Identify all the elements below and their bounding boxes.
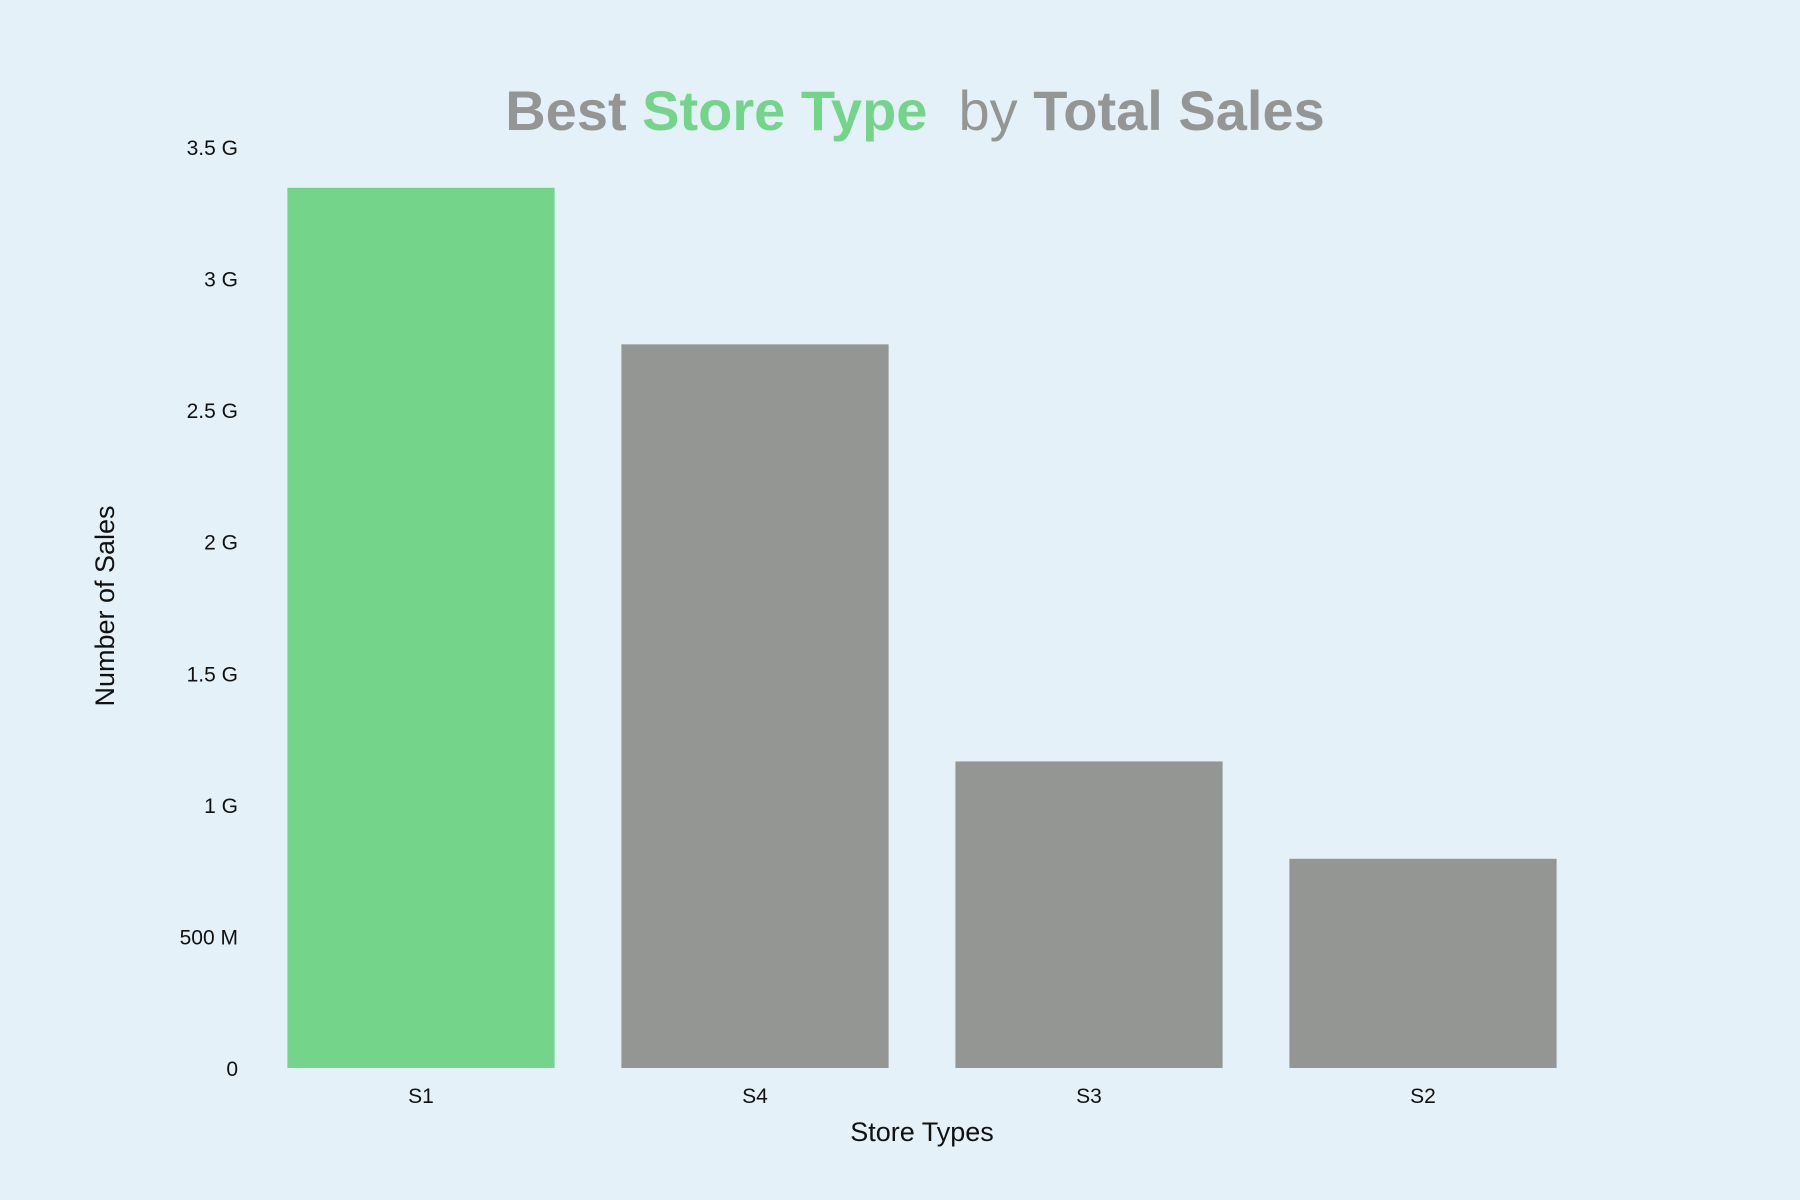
y-axis-label: Number of Sales (90, 505, 120, 706)
y-tick-label: 2 G (204, 532, 238, 555)
x-axis-label: Store Types (850, 1117, 994, 1147)
chart-title-part: Total Sales (1033, 79, 1325, 142)
y-tick-label: 2.5 G (187, 400, 238, 423)
chart-title-part: Store Type (642, 79, 927, 142)
bar-s4[interactable] (621, 344, 889, 1068)
chart-title-part: Best (505, 79, 642, 142)
bar-s1[interactable] (287, 187, 555, 1069)
x-tick-label: S2 (1410, 1085, 1436, 1108)
chart-title-part: by (927, 79, 1033, 142)
chart-title: Best Store Type by Total Sales (505, 79, 1325, 142)
x-tick-label: S1 (408, 1085, 434, 1108)
bars (287, 187, 1557, 1069)
y-tick-label: 1 G (204, 795, 238, 818)
x-axis-ticks: S1 S4 S3 S2 (408, 1085, 1436, 1108)
y-tick-label: 3 G (204, 269, 238, 292)
y-tick-label: 3.5 G (187, 137, 238, 160)
y-axis-ticks: 0 500 M 1 G 1.5 G 2 G 2.5 G 3 G 3.5 G (180, 137, 238, 1081)
y-tick-label: 500 M (180, 926, 238, 949)
y-tick-label: 0 (226, 1058, 238, 1081)
bar-s3[interactable] (955, 761, 1223, 1068)
bar-s2[interactable] (1289, 858, 1557, 1068)
y-tick-label: 1.5 G (187, 663, 238, 686)
x-tick-label: S3 (1076, 1085, 1102, 1108)
x-tick-label: S4 (742, 1085, 768, 1108)
